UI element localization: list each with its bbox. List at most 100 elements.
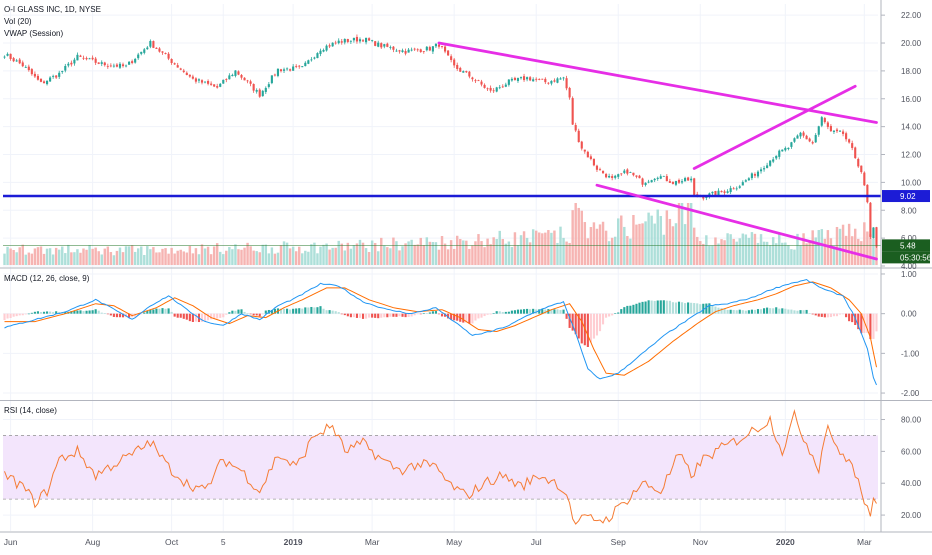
macd-hist-bar (82, 311, 85, 314)
volume-bar (577, 207, 580, 265)
support-price-badge-bg (882, 190, 930, 203)
volume-bar (118, 247, 122, 265)
volume-bar (808, 241, 811, 265)
volume-legend: Vol (20) (4, 17, 32, 26)
volume-bar (380, 237, 383, 265)
candle-body (492, 90, 495, 92)
candle-body (140, 51, 143, 54)
macd-hist-bar (371, 313, 374, 318)
macd-hist-bar (36, 311, 40, 314)
volume-bar (665, 210, 669, 265)
volume-bar (194, 248, 198, 265)
macd-hist-bar (684, 303, 687, 314)
candle-body (343, 39, 346, 43)
volume-bar (741, 233, 745, 265)
volume-bar (583, 222, 587, 265)
volume-bar (768, 245, 772, 265)
macd-hist-bar (635, 303, 638, 314)
volume-bar (689, 203, 693, 265)
candle-body (6, 53, 9, 56)
volume-bar (729, 234, 732, 265)
candle-body (219, 83, 222, 87)
macd-hist-bar (431, 311, 434, 314)
macd-hist-bar (249, 313, 252, 315)
candle-body (841, 131, 845, 134)
volume-bar (863, 222, 866, 265)
volume-bar (291, 246, 295, 265)
macd-hist-bar (465, 313, 468, 323)
candle-body (301, 66, 304, 68)
macd-hist-bar (33, 311, 36, 314)
macd-hist-bar (237, 309, 240, 314)
candle-body (161, 51, 164, 53)
volume-bar (364, 248, 368, 265)
candle-body (790, 142, 793, 147)
volume-bar (759, 234, 763, 265)
macd-hist-bar (325, 310, 328, 314)
macd-hist-bar (638, 302, 641, 314)
candle-body (258, 89, 261, 97)
macd-hist-bar (589, 313, 592, 343)
candle-body (115, 64, 118, 67)
volume-bar (319, 246, 322, 265)
candle-body (383, 44, 386, 47)
candle-body (674, 181, 678, 185)
volume-bar (601, 221, 605, 265)
macd-hist-bar (380, 313, 383, 318)
volume-bar (747, 237, 751, 265)
rsi-axis[interactable]: 80.00 60.00 40.00 20.00 (881, 416, 922, 521)
candle-body (480, 81, 483, 85)
macd-hist-bar (152, 309, 155, 314)
candle-body (592, 158, 595, 166)
candle-body (684, 178, 687, 182)
trendlines[interactable] (3, 41, 881, 261)
volume-bar (9, 248, 12, 265)
price-axis[interactable]: 22.00 20.00 18.00 16.00 14.00 12.00 10.00 8.00 6… (881, 11, 922, 271)
volume-bar (392, 237, 395, 265)
candle-body (726, 191, 729, 193)
candle-body (644, 182, 647, 186)
macd-hist-bar (91, 310, 94, 314)
candle-body (462, 71, 465, 73)
price-pane[interactable] (3, 34, 881, 265)
macd-hist-bar (647, 300, 650, 314)
candle-body (605, 174, 608, 178)
candle-body (188, 74, 191, 77)
time-axis[interactable]: Jun Aug Oct 5 2019 Mar May Jul Sep Nov 2020 Mar (4, 537, 872, 547)
candle-body (374, 41, 377, 46)
volume-bar (620, 215, 623, 265)
volume-bar (73, 252, 76, 265)
volume-bar (367, 251, 371, 265)
candle-body (459, 67, 462, 72)
volume-bar (140, 246, 143, 265)
macd-hist-bar (24, 313, 27, 315)
macd-hist-bar (696, 303, 699, 314)
volume-bar (106, 246, 110, 265)
macd-hist-bar (598, 313, 602, 332)
axis-tick-label: 20.00 (901, 39, 922, 48)
candle-body (516, 78, 520, 81)
volume-bar (486, 238, 489, 265)
rsi-pane[interactable] (3, 409, 878, 525)
macd-hist-bar (143, 312, 146, 314)
candle-body (237, 71, 240, 75)
axis-tick-label: 10.00 (901, 178, 922, 187)
macd-hist-bar (225, 313, 228, 315)
volume-bar (531, 229, 535, 265)
volume-bar (866, 231, 869, 265)
candle-body (197, 79, 201, 81)
macd-pane[interactable] (3, 278, 878, 386)
macd-hist-bar (222, 313, 225, 318)
volume-bar (857, 238, 860, 265)
volume-bar (294, 251, 298, 265)
volume-bar (452, 248, 456, 265)
macd-axis[interactable]: 1.00 0.00 -1.00 -2.00 (881, 270, 920, 398)
macd-hist-bar (480, 313, 483, 318)
candle-body (659, 176, 662, 179)
macd-hist-bar (340, 313, 343, 315)
candle-body (240, 75, 243, 78)
macd-hist-bar (52, 312, 55, 314)
candle-body (9, 53, 12, 59)
